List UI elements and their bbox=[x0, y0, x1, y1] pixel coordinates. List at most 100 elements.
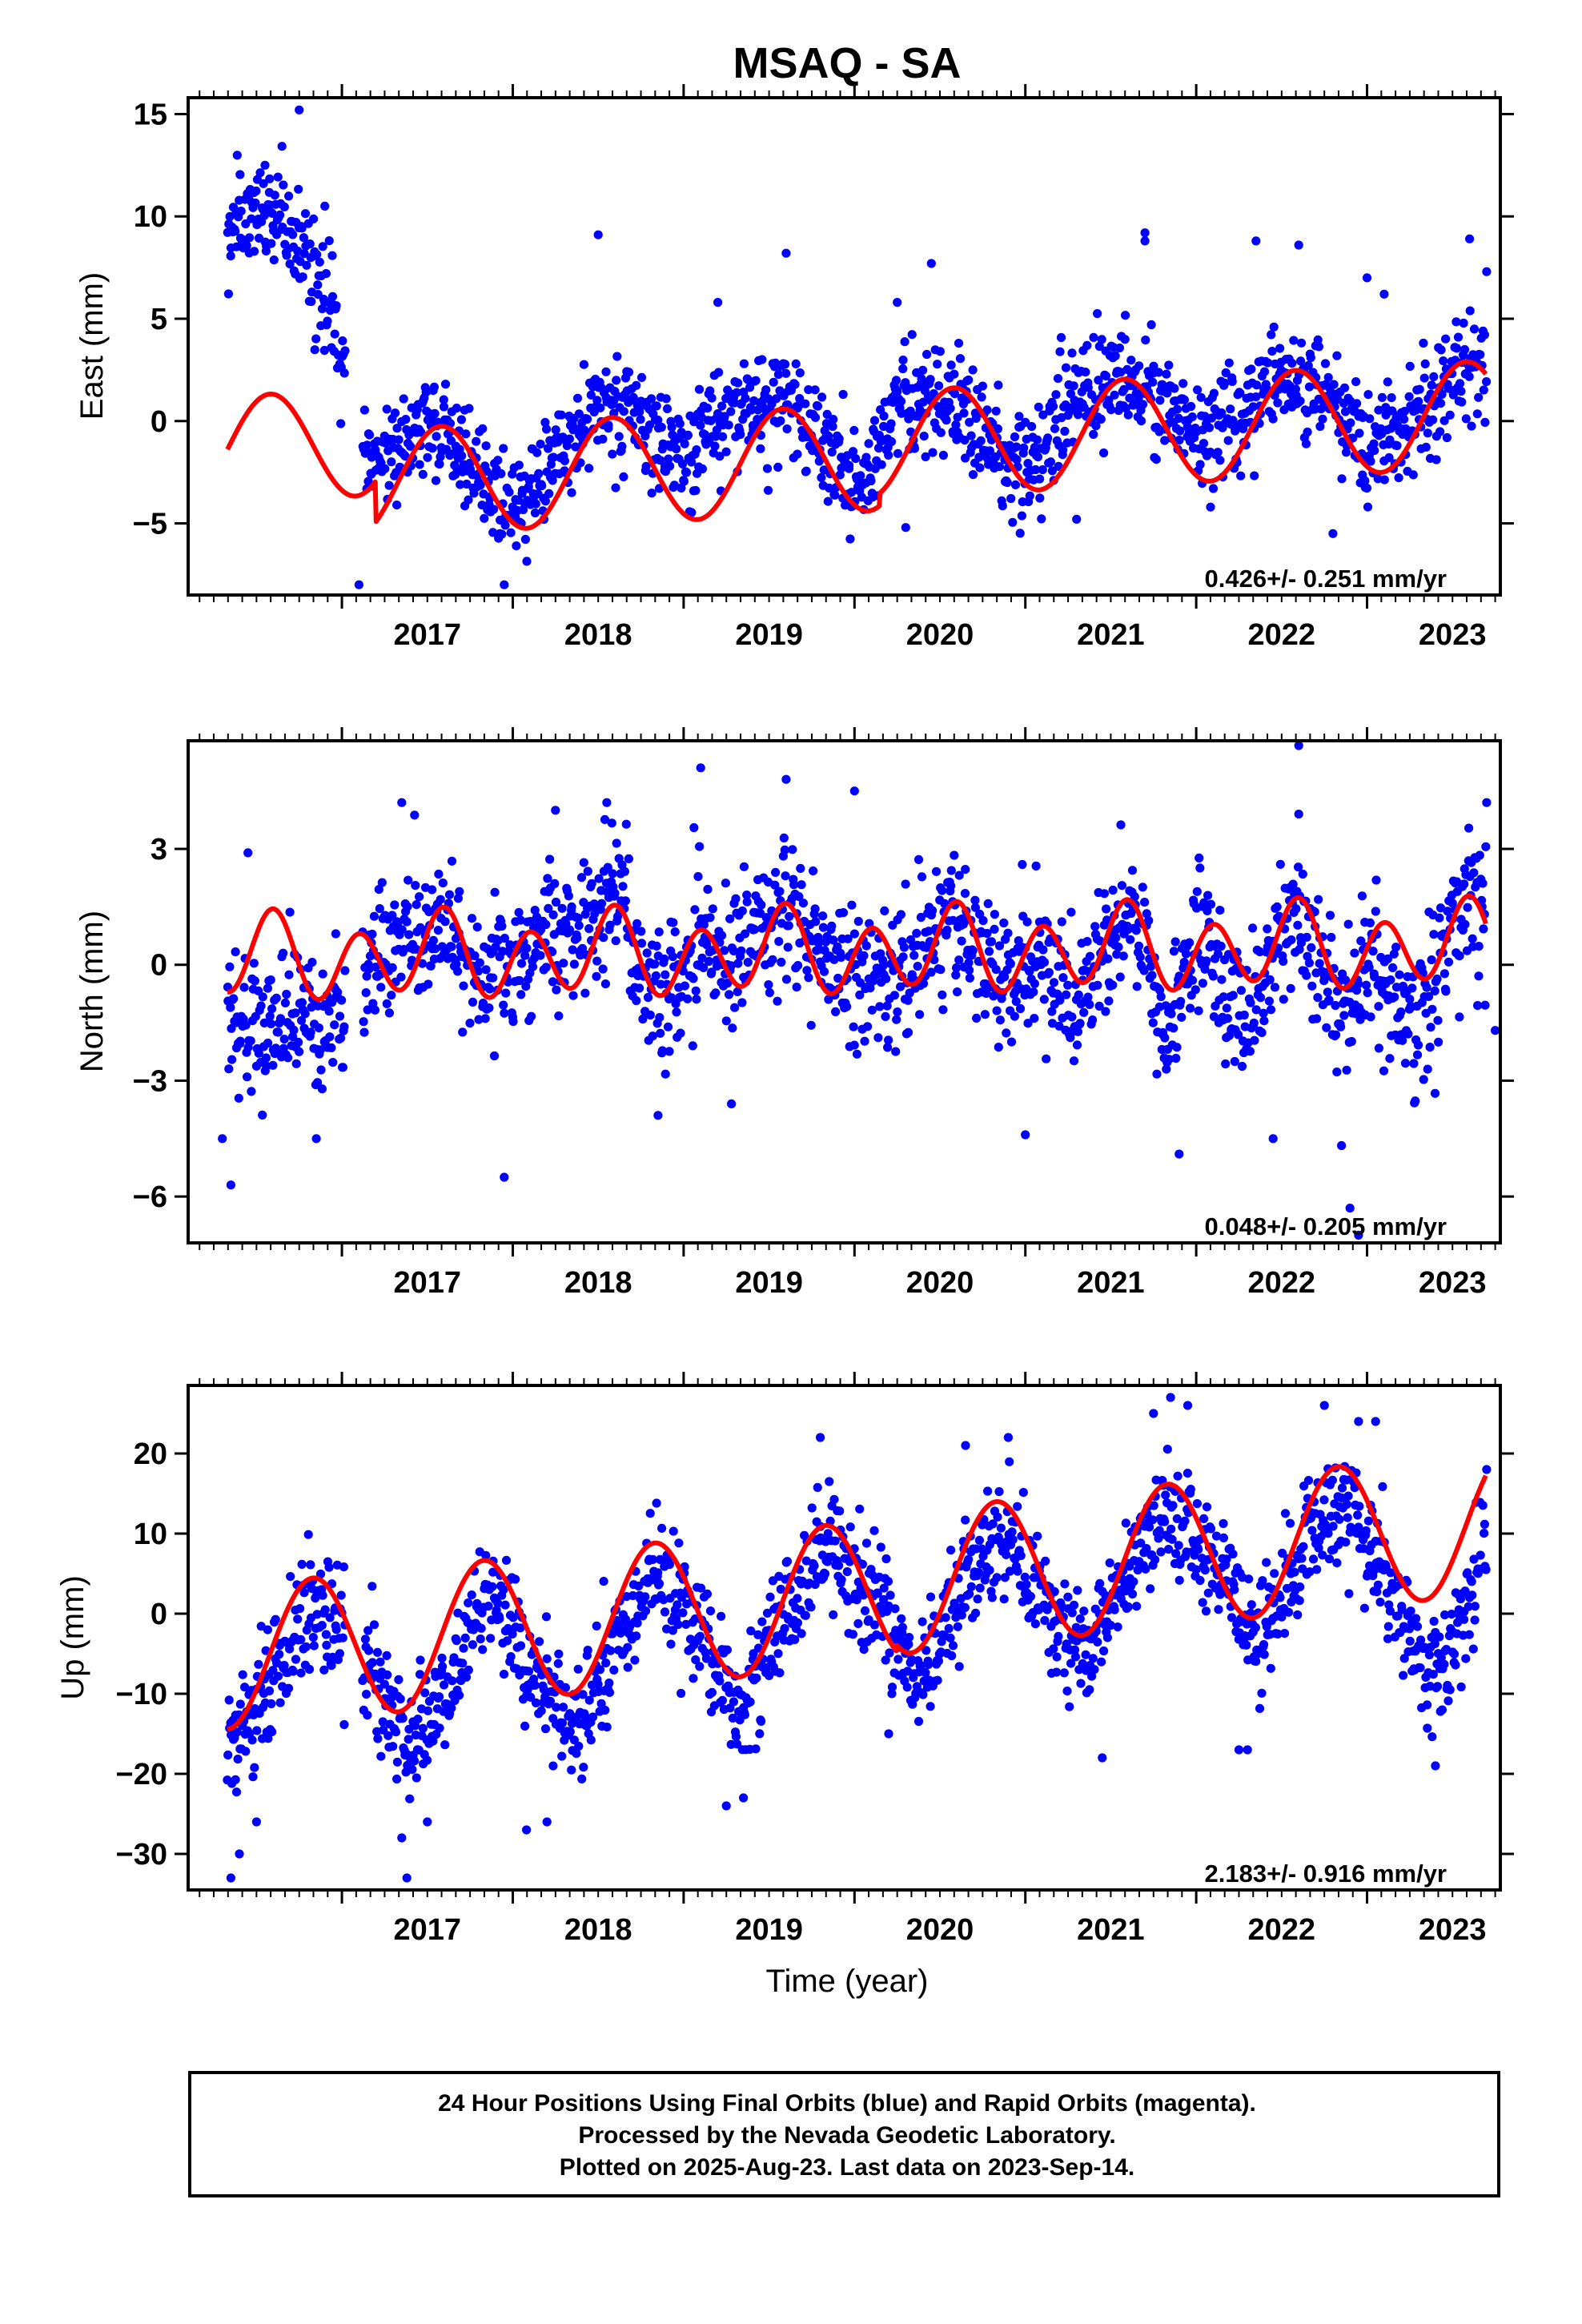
east-data-point bbox=[1296, 356, 1306, 366]
up-data-point bbox=[1162, 1445, 1172, 1454]
north-data-point bbox=[1257, 1027, 1267, 1037]
east-data-point bbox=[1174, 436, 1184, 445]
east-data-point bbox=[611, 483, 620, 493]
east-data-point bbox=[1012, 442, 1022, 452]
east-data-point bbox=[259, 179, 268, 188]
east-data-point bbox=[401, 415, 411, 424]
up-data-point bbox=[987, 1593, 997, 1602]
up-data-point bbox=[1013, 1502, 1022, 1511]
north-data-point bbox=[859, 951, 869, 960]
north-y-tick-label: 0 bbox=[151, 949, 167, 983]
east-data-point bbox=[1082, 340, 1092, 350]
up-data-point bbox=[383, 1670, 392, 1680]
north-data-point bbox=[737, 998, 747, 1007]
east-data-point bbox=[1187, 412, 1197, 422]
east-data-point bbox=[1061, 363, 1071, 372]
east-data-point bbox=[1227, 376, 1237, 386]
up-data-point bbox=[501, 1555, 512, 1565]
east-data-point bbox=[331, 301, 341, 311]
north-data-point bbox=[723, 978, 733, 988]
north-data-point bbox=[297, 1015, 307, 1025]
up-data-point bbox=[755, 1729, 765, 1739]
north-data-point bbox=[407, 955, 417, 965]
east-data-point bbox=[664, 454, 673, 464]
east-data-point bbox=[1303, 360, 1313, 371]
east-y-axis-label: East (mm) bbox=[74, 272, 110, 420]
north-data-point bbox=[1364, 963, 1374, 972]
east-data-point bbox=[1002, 477, 1012, 488]
up-data-point bbox=[391, 1727, 401, 1737]
up-data-point bbox=[1105, 1558, 1114, 1568]
east-data-point bbox=[250, 247, 259, 256]
up-data-point bbox=[985, 1566, 994, 1575]
north-data-point bbox=[704, 956, 714, 967]
north-data-point bbox=[1365, 918, 1375, 927]
east-data-point bbox=[710, 441, 720, 451]
north-data-point bbox=[926, 967, 936, 977]
up-data-point bbox=[859, 1645, 869, 1655]
north-data-point bbox=[520, 951, 530, 960]
north-data-point bbox=[431, 944, 440, 954]
up-data-point bbox=[264, 1686, 275, 1695]
north-data-point bbox=[1304, 958, 1314, 967]
east-fit-curve bbox=[225, 359, 1488, 531]
north-data-point bbox=[271, 993, 281, 1003]
east-data-point bbox=[936, 428, 946, 437]
north-data-point bbox=[397, 925, 407, 935]
north-data-point bbox=[250, 976, 259, 986]
east-data-point bbox=[954, 339, 964, 348]
north-data-point bbox=[229, 994, 239, 1003]
east-data-point bbox=[531, 499, 540, 509]
north-data-point bbox=[567, 902, 576, 911]
north-data-point bbox=[527, 1011, 536, 1021]
up-data-point bbox=[813, 1482, 822, 1492]
north-data-point bbox=[1000, 972, 1010, 982]
north-data-point bbox=[266, 975, 275, 985]
east-data-point bbox=[340, 346, 350, 356]
up-data-point bbox=[861, 1538, 872, 1548]
east-data-point bbox=[496, 468, 506, 479]
up-data-point bbox=[409, 1756, 420, 1766]
north-data-point bbox=[831, 1007, 841, 1016]
east-data-point bbox=[1263, 358, 1273, 368]
east-data-point bbox=[1464, 372, 1474, 381]
up-data-point bbox=[604, 1687, 615, 1697]
east-data-point bbox=[226, 251, 235, 261]
east-data-point bbox=[672, 444, 681, 454]
up-data-point bbox=[1018, 1488, 1028, 1498]
east-data-point bbox=[1452, 317, 1461, 327]
up-data-point bbox=[876, 1542, 885, 1552]
north-data-point bbox=[505, 940, 515, 950]
up-data-point bbox=[971, 1608, 981, 1618]
north-data-point bbox=[364, 964, 374, 974]
east-data-point bbox=[726, 407, 736, 416]
east-data-point bbox=[299, 249, 309, 259]
up-data-point bbox=[999, 1594, 1009, 1604]
north-data-point bbox=[670, 927, 680, 937]
east-data-point bbox=[647, 489, 656, 498]
east-data-point bbox=[933, 360, 942, 369]
north-data-point bbox=[522, 943, 532, 953]
north-data-point bbox=[892, 1015, 901, 1024]
east-data-point bbox=[814, 456, 824, 466]
east-data-point bbox=[1027, 422, 1037, 432]
east-outlier-point bbox=[1140, 236, 1150, 246]
north-data-point bbox=[717, 931, 727, 940]
north-data-point bbox=[1228, 991, 1238, 1000]
east-data-point bbox=[769, 377, 778, 387]
north-data-point bbox=[1307, 943, 1316, 952]
east-data-point bbox=[772, 394, 781, 404]
east-data-point bbox=[1101, 371, 1110, 381]
north-data-point bbox=[246, 1036, 255, 1046]
north-data-point bbox=[833, 973, 843, 983]
north-data-point bbox=[612, 838, 621, 848]
north-data-point bbox=[1298, 869, 1307, 879]
north-data-point bbox=[725, 990, 734, 999]
east-data-point bbox=[225, 211, 235, 221]
east-x-tick-label: 2018 bbox=[564, 618, 632, 652]
east-data-point bbox=[307, 296, 316, 307]
north-data-point bbox=[896, 910, 905, 919]
north-data-point bbox=[1419, 1075, 1428, 1084]
east-data-point bbox=[1055, 347, 1065, 356]
north-data-point bbox=[554, 1011, 564, 1021]
